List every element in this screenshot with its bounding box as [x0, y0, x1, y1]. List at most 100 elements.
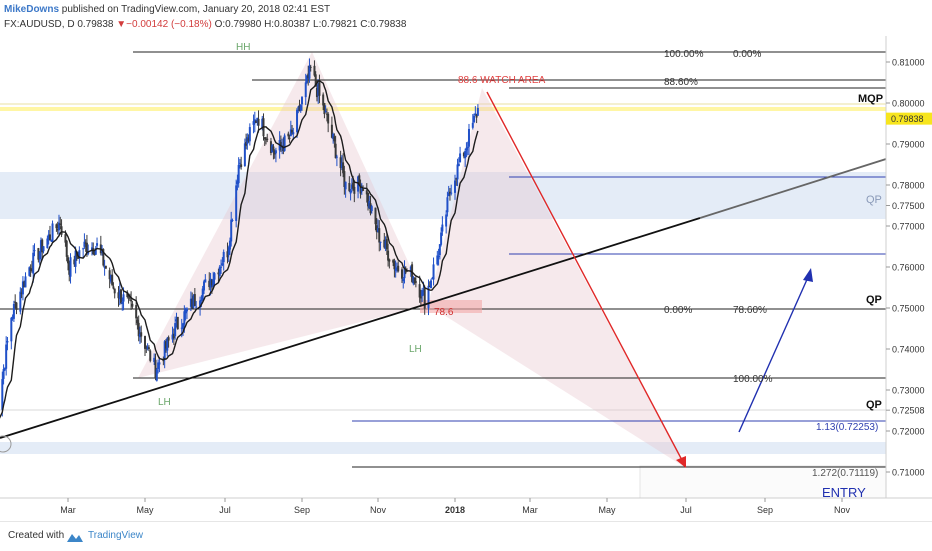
x-tick-label: Nov [370, 505, 387, 515]
y-tick-label: 0.81000 [892, 58, 925, 68]
candle-body [248, 127, 251, 142]
candle-body [199, 300, 202, 308]
candle-body [437, 255, 440, 258]
candle-body [418, 284, 421, 298]
candle-body [253, 119, 256, 124]
candle-body [137, 322, 140, 337]
candle-body [473, 115, 476, 123]
candle-body [24, 276, 27, 288]
candle-body [446, 197, 449, 213]
trendline-anchor [0, 435, 12, 453]
candle-body [379, 241, 382, 243]
candle-body [359, 184, 362, 194]
candle-body [422, 290, 425, 292]
candle-body [419, 296, 422, 299]
footer-bar: Created with TradingView [0, 521, 932, 551]
candle-body [358, 175, 361, 185]
fib-label-886: 88.60% [664, 77, 698, 88]
candle-body [335, 156, 338, 158]
candle-body [450, 192, 453, 194]
candle-body [375, 225, 378, 233]
candle-body [235, 185, 238, 221]
candle-body [257, 118, 260, 126]
qp-zone-lower [0, 442, 886, 454]
candle-body [222, 251, 225, 263]
candle-body [41, 239, 44, 253]
label-watch-area: 88.6 WATCH AREA [458, 75, 546, 86]
candle-body [412, 276, 415, 284]
y-tick-label: 0.80000 [892, 99, 925, 109]
candle-body [154, 359, 157, 379]
candle-body [30, 268, 33, 272]
label-lh-left: LH [158, 397, 171, 408]
retrace-786-box [420, 300, 482, 313]
candle-body [149, 350, 152, 361]
price-badge-label: 0.79838 [891, 114, 924, 124]
candle-body [60, 226, 63, 235]
y-tick-label: 0.79000 [892, 140, 925, 150]
candle-body [339, 157, 342, 169]
candle-body [189, 298, 192, 307]
x-tick-label: Jul [219, 505, 231, 515]
candle-body [255, 120, 258, 123]
candle-body [175, 319, 178, 322]
candle-body [236, 181, 239, 185]
candle-body [362, 189, 365, 191]
candle-body [200, 299, 203, 301]
candle-body [334, 143, 337, 159]
candle-body [323, 103, 326, 115]
candle-body [315, 87, 318, 98]
candle-body [296, 109, 299, 133]
candle-body [447, 193, 450, 197]
candle-body [370, 206, 373, 212]
candle-body [252, 121, 255, 125]
candle-body [167, 337, 170, 341]
candle-body [360, 187, 363, 192]
candle-body [288, 137, 291, 139]
candle-body [32, 252, 35, 274]
candle-body [138, 333, 141, 338]
candle-body [1, 379, 4, 410]
candle-body [438, 244, 441, 256]
candle-body [308, 65, 311, 79]
x-tick-label: Sep [294, 505, 310, 515]
candle-body [243, 143, 246, 167]
candle-body [130, 299, 133, 302]
candle-body [69, 257, 72, 277]
candle-body [369, 203, 372, 214]
author-name[interactable]: MikeDowns [4, 4, 60, 15]
candle-body [111, 274, 114, 286]
candle-body [465, 147, 468, 151]
candle-body [144, 336, 146, 349]
candle-body [146, 346, 149, 350]
candle-body [353, 186, 356, 194]
entry-box [639, 465, 886, 498]
candle-body [145, 346, 148, 349]
candle-body [474, 113, 477, 115]
candle-body [393, 261, 396, 270]
candle-body [59, 223, 62, 226]
candle-body [176, 316, 179, 330]
candle-body [456, 164, 459, 180]
candle-body [126, 292, 129, 297]
candle-body [112, 286, 115, 289]
candle-body [39, 240, 42, 253]
candle-body [121, 301, 124, 304]
candle-body [209, 278, 212, 288]
candle-body [279, 141, 282, 146]
candle-body [368, 201, 371, 209]
tradingview-link[interactable]: TradingView [88, 530, 144, 541]
candle-body [56, 229, 59, 231]
trendline-extension [699, 158, 886, 219]
candle-body [108, 270, 111, 280]
candle-body [445, 214, 448, 227]
red-arrow-head [676, 456, 686, 468]
candle-body [466, 146, 469, 148]
candle-body [352, 182, 355, 189]
candle-body [454, 180, 456, 193]
candle-body [333, 136, 336, 142]
zone-label-qp-mid: QP [866, 294, 882, 306]
candle-body [409, 266, 412, 273]
candle-body [421, 290, 424, 297]
